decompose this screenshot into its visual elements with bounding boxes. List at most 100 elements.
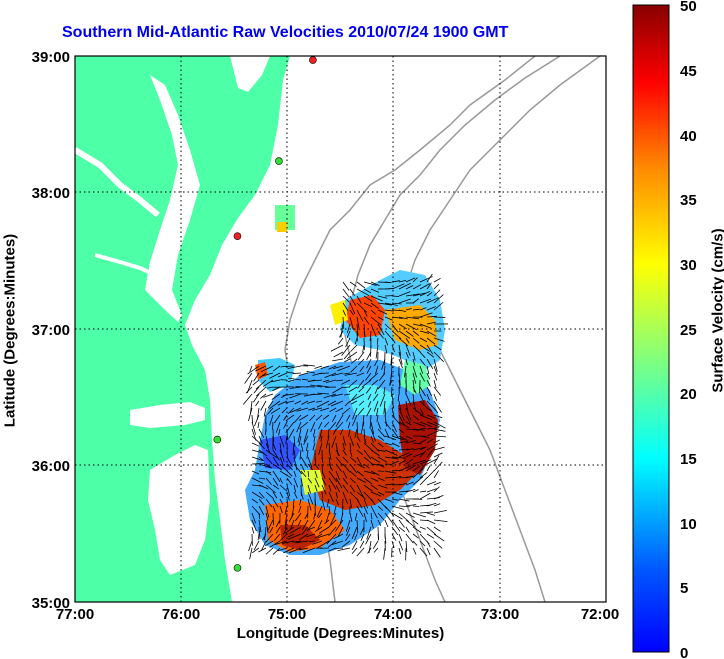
velocity-vector: [412, 446, 427, 451]
velocity-vector: [341, 379, 351, 385]
velocity-vector: [277, 547, 288, 552]
velocity-vector: [303, 435, 309, 445]
velocity-vector: [363, 484, 373, 492]
velocity-vector: [433, 495, 444, 500]
velocity-vector: [405, 337, 410, 344]
velocity-vector: [433, 344, 442, 351]
velocity-vector: [433, 486, 440, 493]
y-axis-label: Latitude (Degrees:Minutes): [1, 233, 19, 428]
radar-stations: [213, 56, 317, 572]
velocity-vector: [405, 285, 414, 290]
velocity-vector: [326, 533, 337, 545]
velocity-vector: [308, 526, 316, 530]
velocity-vector: [426, 297, 439, 304]
velocity-vector: [342, 449, 347, 456]
velocity-vector: [405, 533, 414, 544]
velocity-vector: [391, 460, 400, 465]
velocity-vector: [419, 511, 433, 514]
velocity-vector: [251, 477, 264, 484]
velocity-vector: [419, 407, 424, 415]
radar-station-marker: [309, 56, 317, 64]
velocity-vector: [272, 505, 276, 512]
velocity-vector: [335, 484, 341, 493]
velocity-vector: [398, 291, 411, 297]
velocity-vector: [286, 484, 291, 497]
velocity-vector: [398, 533, 403, 542]
velocity-vector: [375, 344, 379, 359]
velocity-vector: [356, 288, 370, 297]
velocity-vector: [349, 449, 353, 457]
velocity-vector: [377, 435, 385, 442]
velocity-vector: [342, 302, 349, 311]
velocity-vector: [426, 365, 430, 374]
velocity-vector: [419, 414, 433, 421]
velocity-vector: [377, 428, 386, 438]
velocity-vector: [376, 407, 379, 416]
velocity-vector: [342, 463, 351, 473]
velocity-vector: [398, 337, 409, 347]
velocity-vector: [335, 414, 344, 427]
velocity-vector: [412, 476, 424, 486]
velocity-vector: [335, 449, 340, 457]
velocity-vector: [251, 519, 257, 532]
velocity-vector: [293, 463, 303, 475]
velocity-vector: [255, 400, 260, 407]
velocity-vector: [342, 288, 350, 298]
velocity-vector: [412, 452, 425, 458]
velocity-vector: [279, 435, 285, 448]
velocity-vector: [333, 351, 344, 358]
velocity-vector: [398, 465, 412, 472]
velocity-vector: [264, 526, 267, 541]
velocity-vector: [254, 365, 267, 372]
velocity-vector: [255, 379, 267, 390]
velocity-vector: [262, 379, 274, 387]
velocity-vector: [377, 379, 386, 390]
velocity-vector: [314, 365, 323, 369]
velocity-vector: [426, 330, 437, 337]
colorbar-tick-label: 20: [680, 386, 697, 403]
velocity-vector: [412, 337, 420, 344]
velocity-vector: [426, 533, 435, 539]
velocity-vector: [307, 491, 314, 505]
velocity-vector: [384, 344, 388, 354]
velocity-vector: [258, 547, 267, 553]
velocity-vector: [398, 309, 406, 313]
velocity-vector: [287, 533, 295, 538]
velocity-vector: [363, 456, 374, 466]
velocity-vector: [347, 421, 351, 429]
velocity-vector: [314, 470, 318, 478]
velocity-vector: [251, 526, 255, 534]
velocity-vector: [350, 365, 358, 373]
velocity-vector: [384, 302, 398, 306]
velocity-vector: [419, 393, 425, 404]
velocity-vector: [366, 358, 372, 369]
velocity-vector: [293, 456, 298, 471]
velocity-vector: [245, 386, 253, 394]
velocity-vector: [412, 512, 427, 518]
velocity-vector: [329, 421, 337, 430]
velocity-vector: [391, 337, 396, 344]
velocity-vector: [363, 302, 373, 308]
velocity-vector: [278, 372, 288, 378]
velocity-vector: [290, 407, 302, 413]
velocity-vector: [398, 351, 403, 365]
velocity-vector: [351, 526, 358, 540]
x-tick-label: 76:00: [162, 606, 200, 623]
velocity-vector: [300, 456, 308, 468]
velocity-vector: [391, 435, 404, 441]
velocity-vector: [349, 456, 357, 463]
velocity-vector: [329, 407, 337, 413]
velocity-vector: [398, 379, 401, 389]
velocity-vector: [391, 491, 403, 496]
velocity-vector: [419, 492, 431, 500]
radar-station-marker: [233, 232, 242, 240]
velocity-vector: [362, 344, 365, 353]
velocity-vector: [293, 470, 297, 478]
velocity-vector: [332, 365, 344, 370]
y-tick-label: 39:00: [32, 49, 70, 66]
velocity-vector: [365, 372, 372, 381]
velocity-vector: [398, 540, 404, 551]
velocity-vector: [356, 435, 361, 442]
velocity-vector: [419, 344, 430, 352]
velocity-vector: [419, 439, 427, 444]
